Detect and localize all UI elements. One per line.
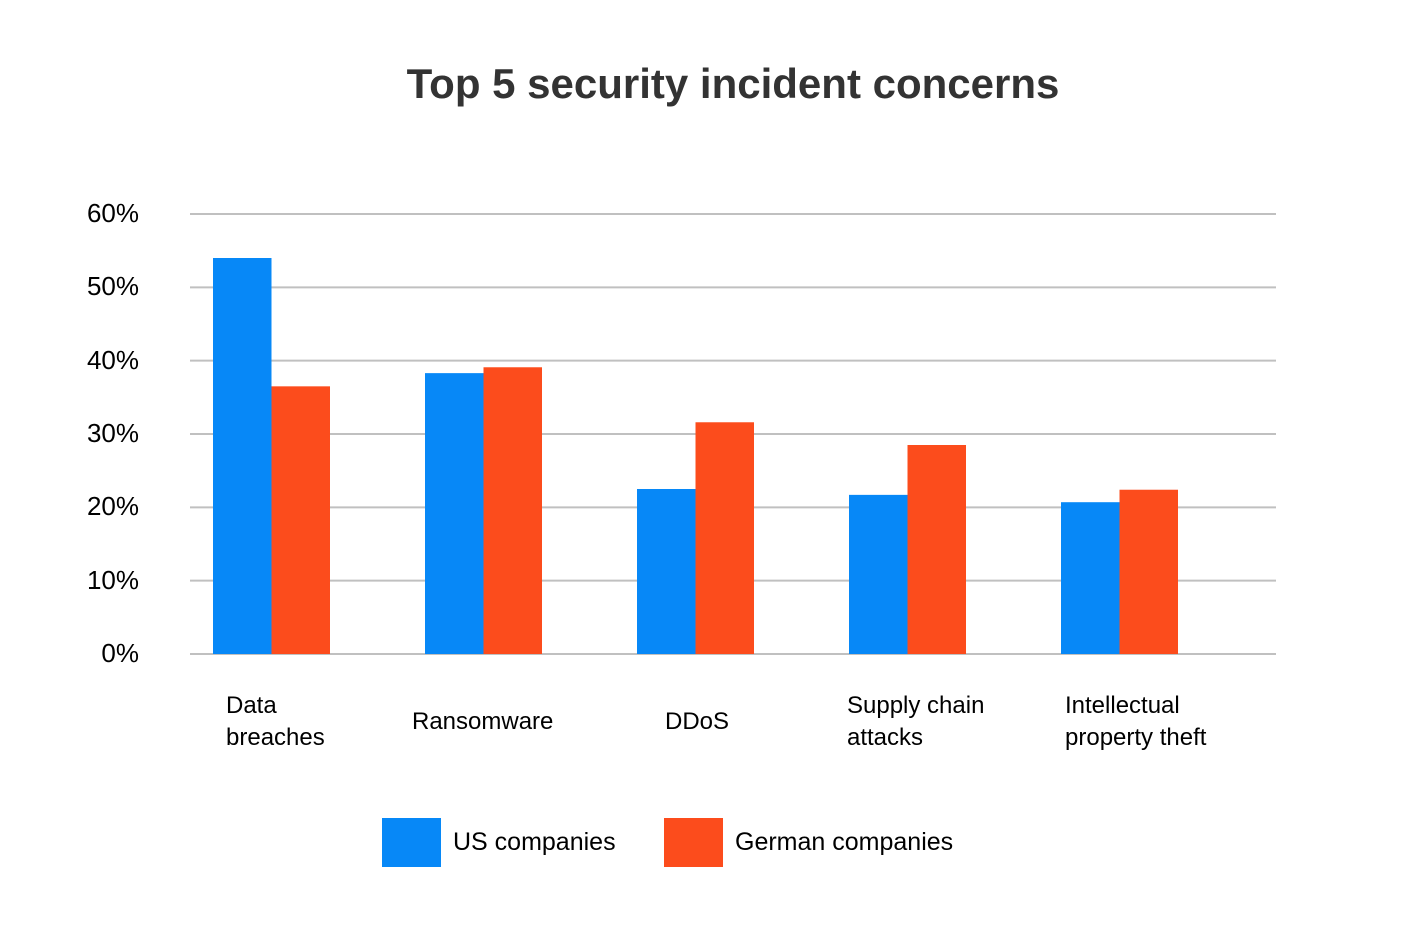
x-label-line: Supply chain <box>847 692 985 719</box>
x-label-line: Intellectual <box>1065 692 1180 719</box>
legend-us: US companies <box>382 818 616 867</box>
bar-us-2 <box>637 489 696 654</box>
y-tick-label: 40% <box>86 344 139 375</box>
y-tick-label: 60% <box>86 198 139 228</box>
bar-us-3 <box>849 494 908 654</box>
bar-german-4 <box>1119 489 1178 654</box>
legend-label-us: US companies <box>453 828 616 856</box>
y-tick-label: 30% <box>86 418 139 448</box>
x-label-line: Ransomware <box>412 708 554 735</box>
x-label-line: Data <box>226 692 277 719</box>
y-tick-label: 50% <box>86 271 139 302</box>
y-tick-label: 10% <box>86 564 139 595</box>
legend-label-german: German companies <box>735 828 954 856</box>
bar-german-3 <box>907 445 966 654</box>
x-label-line: DDoS <box>665 708 730 735</box>
x-category-label: DDoS <box>665 706 729 738</box>
bar-german-2 <box>695 422 754 654</box>
x-category-label: Supply chain attacks <box>847 690 984 754</box>
x-category-label: Ransomware <box>412 706 553 738</box>
y-tick-label: 20% <box>86 491 139 522</box>
bar-us-4 <box>1061 502 1120 654</box>
bar-us-1 <box>425 373 484 654</box>
chart-title: Top 5 security incident concerns <box>406 60 1060 107</box>
bar-german-0 <box>271 386 330 654</box>
bar-german-1 <box>483 367 542 654</box>
legend-swatch-german <box>664 818 723 867</box>
legend-swatch-us <box>382 818 441 867</box>
x-label-line: attacks <box>847 724 924 751</box>
bar-us-0 <box>213 258 272 654</box>
x-category-label: Intellectual property theft <box>1065 690 1206 754</box>
x-label-line: property theft <box>1065 724 1207 751</box>
x-label-line: breaches <box>226 724 325 751</box>
legend-german: German companies <box>664 818 953 867</box>
x-category-label: Data breaches <box>226 690 325 754</box>
y-tick-label: 0% <box>101 638 139 668</box>
